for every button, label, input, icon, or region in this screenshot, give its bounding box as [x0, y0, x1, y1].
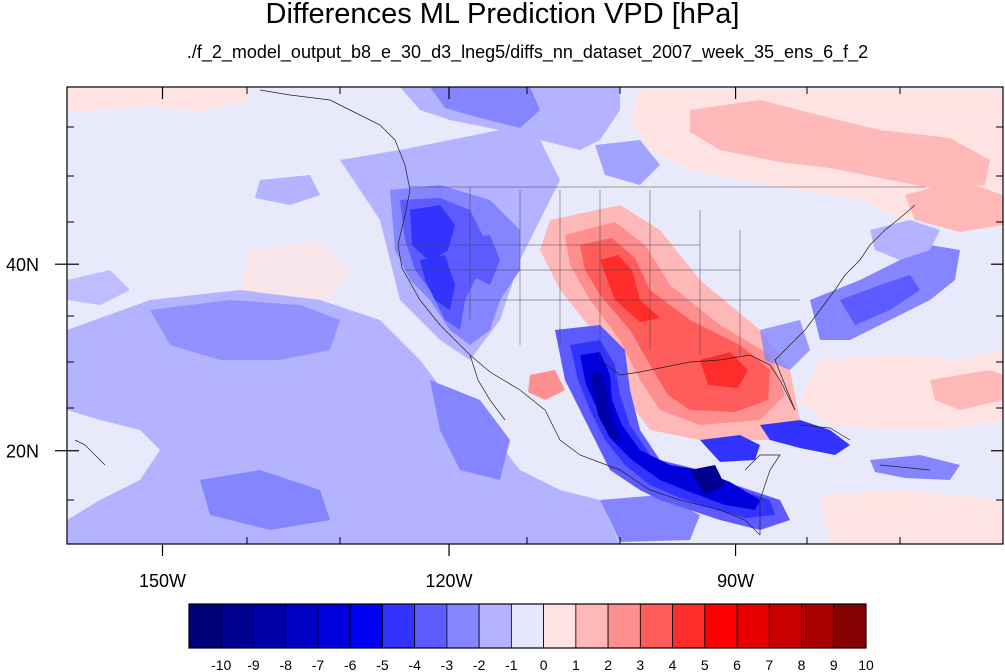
colorbar-label: -7 — [312, 657, 325, 672]
colorbar-label: 5 — [701, 657, 709, 672]
colorbar-swatch — [543, 603, 577, 649]
colorbar-label: 1 — [572, 657, 580, 672]
x-tick-label: 90W — [717, 571, 754, 591]
colorbar-label: 4 — [669, 657, 677, 672]
colorbar-swatch — [704, 603, 738, 649]
map-frame — [66, 86, 1004, 545]
colorbar-label: -1 — [505, 657, 518, 672]
colorbar-label: 9 — [830, 657, 838, 672]
colorbar-label: 8 — [798, 657, 806, 672]
colorbar-swatch — [833, 603, 867, 649]
state-borders — [398, 186, 925, 360]
colorbar-swatch — [575, 603, 609, 649]
colorbar-swatch — [285, 603, 319, 649]
colorbar-swatch — [510, 603, 545, 649]
colorbar-label: 6 — [733, 657, 741, 672]
colorbar-label: -8 — [279, 657, 292, 672]
colorbar-swatch — [188, 603, 222, 649]
colorbar-label: 10 — [858, 657, 874, 672]
colorbar-label: 3 — [636, 657, 644, 672]
coastlines — [74, 89, 931, 536]
colorbar-swatch — [672, 603, 706, 649]
x-tick-label: 120W — [426, 571, 473, 591]
colorbar-label: -9 — [247, 657, 260, 672]
colorbar-label: -2 — [473, 657, 486, 672]
colorbar-swatch — [478, 603, 512, 649]
colorbar-swatch — [446, 603, 480, 649]
x-tick-label: 150W — [139, 571, 186, 591]
colorbar-swatch — [382, 603, 416, 649]
chart-title: Differences ML Prediction VPD [hPa] — [265, 0, 740, 30]
latitude-axis: 40N 20N — [6, 255, 1003, 462]
longitude-axis: 150W 120W 90W — [139, 87, 754, 591]
colorbar-swatch — [220, 603, 254, 649]
colorbar-label: -10 — [211, 657, 231, 672]
colorbar-label: -4 — [408, 657, 421, 672]
minor-ticks — [67, 87, 1003, 544]
y-tick-label: 40N — [6, 255, 39, 275]
colorbar-swatch — [639, 603, 673, 649]
colorbar-label: 0 — [540, 657, 548, 672]
colorbar-swatch — [801, 603, 835, 649]
y-tick-label: 20N — [6, 442, 39, 462]
colorbar-swatch — [768, 603, 802, 649]
colorbar-swatch — [736, 603, 770, 649]
colorbar: -10 -9 -8 -7 -6 -5 -4 -3 -2 -1 0 1 2 3 4 5 6 7 8 9 10 — [188, 603, 874, 672]
colorbar-frame — [188, 603, 867, 649]
colorbar-swatch — [349, 603, 383, 649]
colorbar-swatch — [414, 603, 448, 649]
colorbar-label: -3 — [441, 657, 454, 672]
colorbar-label: 7 — [765, 657, 773, 672]
chart-subtitle: ./f_2_model_output_b8_e_30_d3_lneg5/diff… — [186, 42, 869, 62]
colorbar-swatch — [317, 603, 351, 649]
colorbar-label: -5 — [376, 657, 389, 672]
colorbar-swatch — [253, 603, 287, 649]
colorbar-swatch — [607, 603, 641, 649]
colorbar-label: -6 — [344, 657, 357, 672]
colorbar-label: 2 — [604, 657, 612, 672]
